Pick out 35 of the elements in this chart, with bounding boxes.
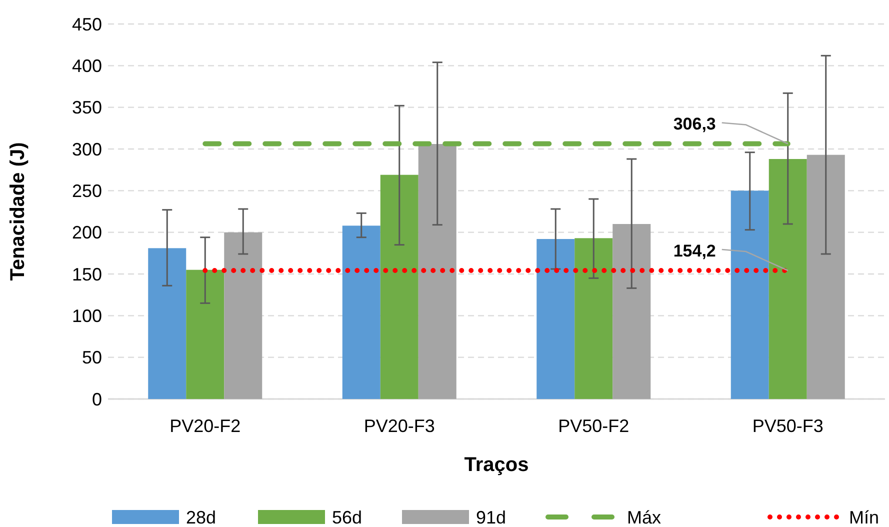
y-tick-label: 0 [92,389,102,410]
y-tick-label: 400 [72,56,102,76]
x-tick-label: PV20-F3 [364,416,435,436]
bar [418,144,456,399]
legend-label: Mín [849,507,880,527]
legend-label: 28d [186,507,216,527]
bar [380,174,418,399]
legend-label: 91d [476,507,506,527]
y-tick-label: 50 [82,348,102,368]
bar [148,248,186,399]
legend-label: 56d [332,507,362,527]
x-axis-title: Traços [464,454,529,476]
y-tick-label: 450 [72,14,102,34]
y-tick-label: 300 [72,139,102,160]
x-tick-label: PV50-F3 [752,416,824,436]
bar [730,190,769,399]
data-label: 154,2 [673,241,716,260]
x-tick-label: PV20-F2 [170,416,241,436]
bar [536,239,575,399]
bar [186,270,224,399]
bar [342,226,380,399]
y-tick-label: 350 [72,98,102,118]
bar [768,159,807,399]
y-tick-label: 250 [72,180,102,201]
y-tick-label: 150 [72,264,102,284]
bar [806,154,845,399]
y-tick-label: 100 [72,306,102,326]
y-tick-label: 200 [72,222,102,243]
bar [224,232,262,399]
y-axis-title: Tenacidade (J) [7,142,29,281]
bar [574,238,613,399]
bar [612,224,651,399]
data-label: 306,3 [673,114,716,134]
x-tick-label: PV50-F2 [558,416,630,436]
legend-label: Máx [627,507,662,527]
